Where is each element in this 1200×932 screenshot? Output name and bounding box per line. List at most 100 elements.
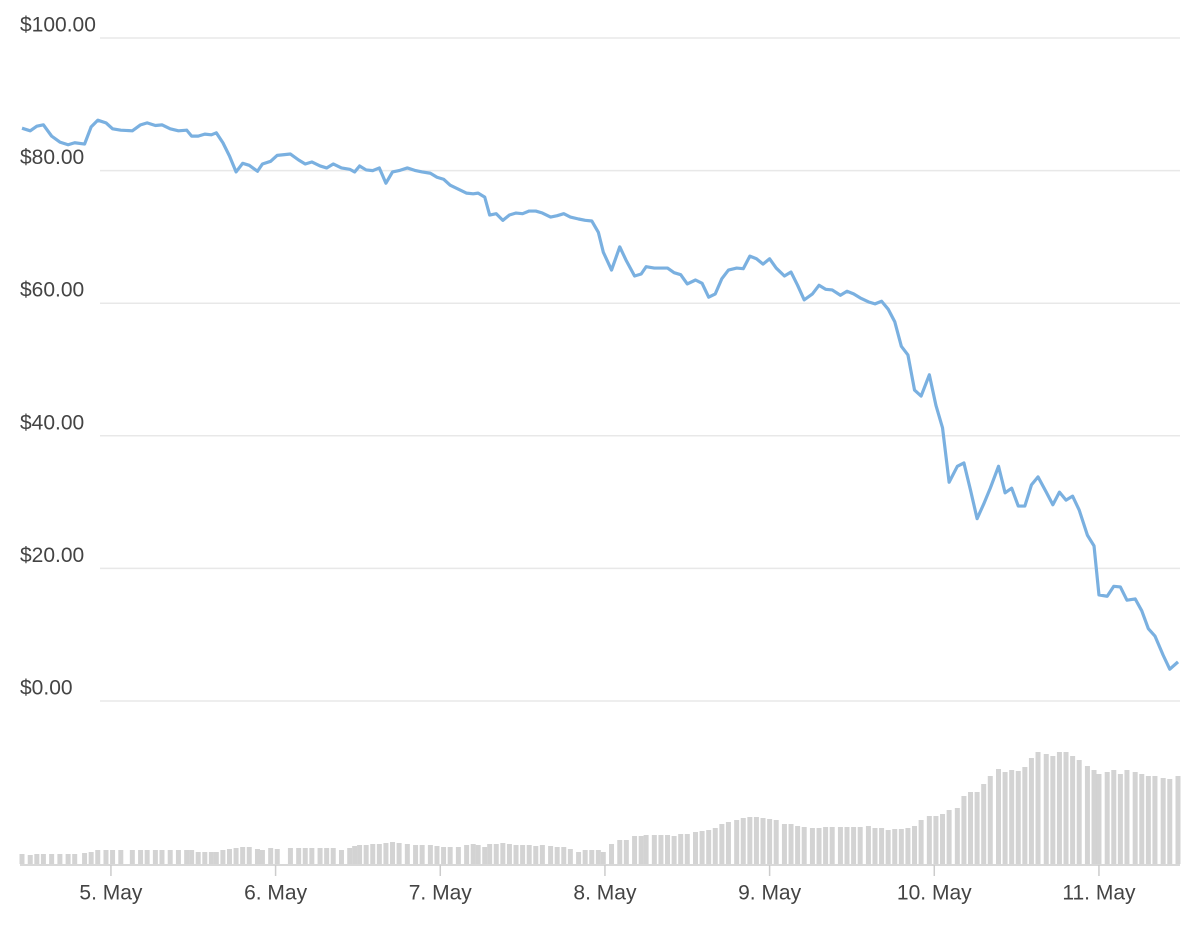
x-tick-label: 11. May <box>1062 882 1136 905</box>
volume-bar <box>376 844 382 864</box>
volume-bar <box>352 846 358 864</box>
volume-bar <box>487 844 493 864</box>
volume-bar <box>898 829 904 864</box>
volume-bar <box>753 817 759 864</box>
volume-bar <box>434 846 440 864</box>
volume-bar <box>857 827 863 864</box>
volume-bar <box>638 836 644 864</box>
volume-bar <box>27 855 33 864</box>
volume-bar <box>767 819 773 864</box>
volume-bar <box>396 843 402 864</box>
volume-bar <box>576 852 582 864</box>
volume-bar <box>526 845 532 864</box>
volume-bar <box>274 849 280 864</box>
volume-bar <box>816 828 822 864</box>
volume-bar <box>110 850 116 864</box>
volume-bar <box>1152 776 1158 864</box>
volume-bar <box>464 845 470 864</box>
volume-bar <box>129 850 135 864</box>
volume-bar <box>879 828 885 864</box>
volume-bar <box>95 850 101 864</box>
volume-bar <box>1002 772 1008 864</box>
volume-bar <box>1104 772 1110 864</box>
volume-bar <box>851 827 857 864</box>
volume-bar <box>1056 752 1062 864</box>
volume-bar <box>865 826 871 864</box>
volume-bar <box>1160 778 1166 864</box>
volume-bar <box>940 814 946 864</box>
volume-bar <box>561 847 567 864</box>
volume-bar <box>138 850 144 864</box>
y-tick-label: $40.00 <box>20 411 84 434</box>
x-tick-label: 5. May <box>79 882 143 905</box>
volume-bar <box>1111 770 1117 864</box>
x-tick-label: 6. May <box>244 882 308 905</box>
volume-bar <box>72 854 78 864</box>
volume-bar <box>1076 760 1082 864</box>
volume-bar <box>152 850 158 864</box>
volume-bar <box>493 844 499 864</box>
volume-bar <box>623 840 629 864</box>
volume-bar <box>338 850 344 864</box>
volume-bar <box>296 848 302 864</box>
volume-bar <box>725 822 731 864</box>
volume-bar <box>347 848 353 864</box>
volume-bar <box>829 827 835 864</box>
y-tick-label: $20.00 <box>20 544 84 567</box>
volume-bar <box>706 830 712 864</box>
volume-bar <box>773 820 779 864</box>
volume-bar <box>600 852 606 864</box>
volume-bar <box>246 847 252 864</box>
volume-bar <box>1124 770 1130 864</box>
volume-bar <box>513 845 519 864</box>
volume-bar <box>918 820 924 864</box>
volume-bar <box>419 845 425 864</box>
volume-bar <box>996 769 1002 864</box>
volume-bar <box>809 828 815 864</box>
volume-bar <box>801 827 807 864</box>
volume-bar <box>678 834 684 864</box>
volume-bar <box>330 848 336 864</box>
volume-bar <box>441 847 447 864</box>
volume-bar <box>823 827 829 864</box>
volume-bar <box>1070 756 1076 864</box>
x-tick-label: 7. May <box>409 882 473 905</box>
volume-bar <box>1063 752 1069 864</box>
volume-bar <box>1035 752 1041 864</box>
volume-bar <box>1145 776 1151 864</box>
volume-bar <box>404 844 410 864</box>
volume-bar <box>788 824 794 864</box>
volume-bar <box>582 850 588 864</box>
price-line <box>21 118 1180 671</box>
volume-bar <box>885 830 891 864</box>
volume-bar <box>712 828 718 864</box>
volume-bar <box>268 848 274 864</box>
volume-bar <box>651 835 657 864</box>
volume-bar <box>363 845 369 864</box>
x-tick-label: 9. May <box>738 882 802 905</box>
volume-bar <box>470 844 476 864</box>
volume-bar <box>189 850 195 864</box>
volume-bar <box>103 850 109 864</box>
volume-bar <box>671 836 677 864</box>
y-tick-label: $0.00 <box>20 677 73 700</box>
volume-bar <box>482 847 488 864</box>
volume-bar <box>933 816 939 864</box>
volume-bar <box>427 845 433 864</box>
volume-bar <box>912 826 918 864</box>
volume-bar <box>167 850 173 864</box>
volume-bar <box>1043 754 1049 864</box>
volume-bar <box>1015 771 1021 864</box>
volume-bar <box>658 835 664 864</box>
volume-bar <box>719 824 725 864</box>
volume-bar <box>1091 770 1097 864</box>
y-tick-label: $60.00 <box>20 279 84 302</box>
volume-bar <box>699 831 705 864</box>
volume-bar <box>1132 772 1138 864</box>
volume-bar <box>589 850 595 864</box>
volume-bar <box>220 850 226 864</box>
volume-bar <box>324 848 330 864</box>
volume-bar <box>665 835 671 864</box>
volume-bar <box>159 850 165 864</box>
